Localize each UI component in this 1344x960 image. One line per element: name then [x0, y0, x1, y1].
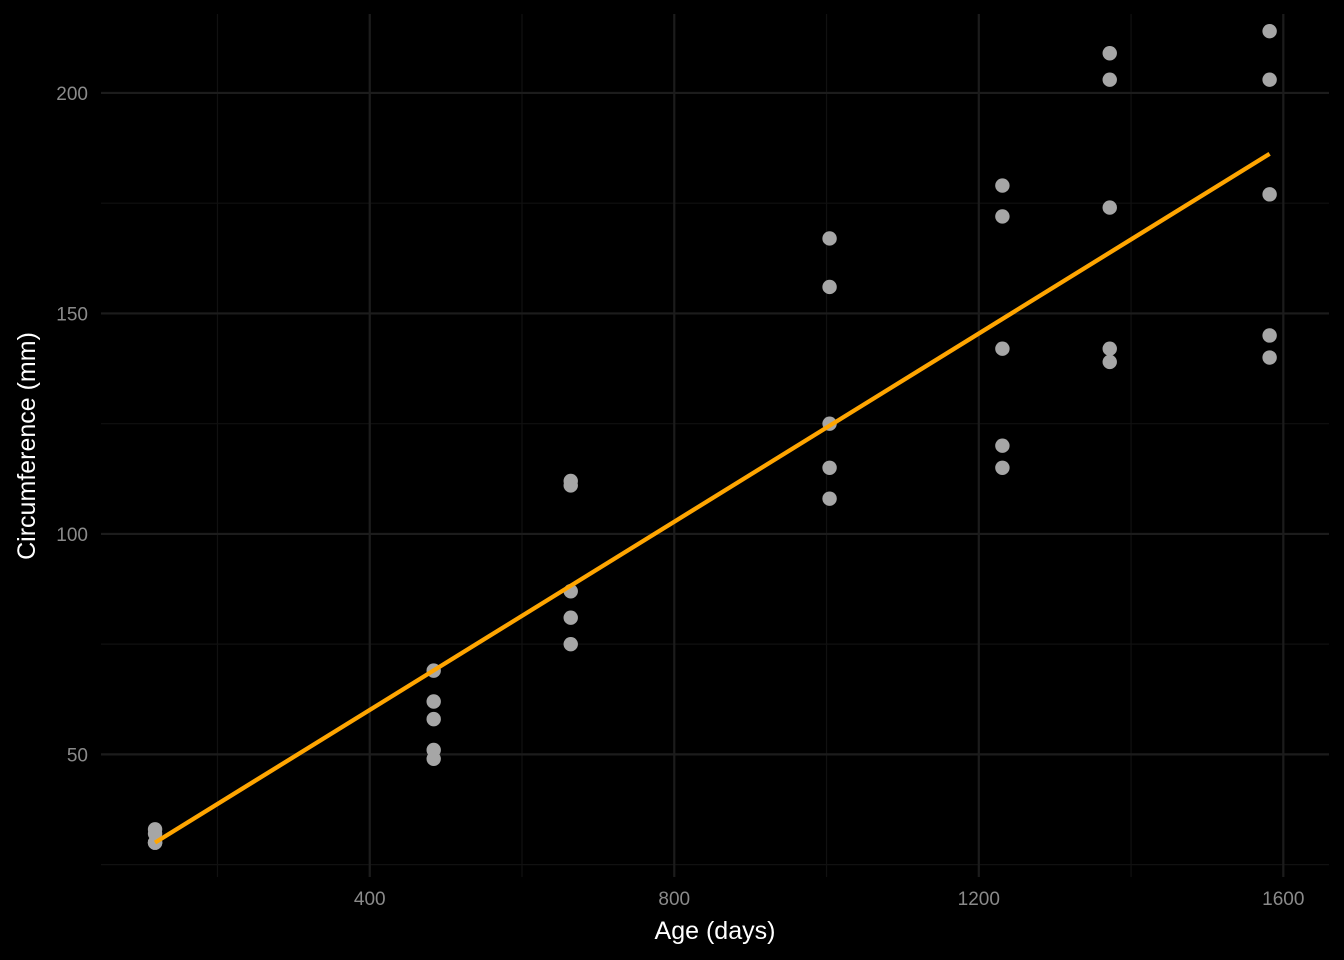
y-tick-label: 200 [56, 84, 88, 105]
data-point [1102, 341, 1117, 356]
x-tick-label: 1200 [958, 889, 1000, 910]
data-points [147, 23, 1277, 850]
data-point [995, 209, 1010, 224]
data-point [426, 711, 441, 727]
x-tick-label: 1600 [1262, 889, 1304, 910]
data-point [1102, 72, 1117, 87]
data-point [995, 341, 1010, 356]
data-point [995, 438, 1010, 453]
data-point [822, 231, 837, 246]
data-point [563, 610, 578, 625]
data-point [995, 178, 1010, 193]
data-point [995, 460, 1010, 475]
data-point [822, 460, 837, 475]
data-point [1102, 46, 1117, 61]
data-point [563, 473, 578, 489]
data-point [1262, 350, 1277, 365]
data-point [1262, 328, 1277, 343]
data-point [426, 751, 441, 767]
data-point [1262, 23, 1277, 39]
data-point [822, 491, 837, 506]
data-point [822, 279, 837, 295]
y-tick-label: 100 [56, 525, 88, 546]
major-gridlines [101, 14, 1329, 877]
y-tick-label: 50 [67, 745, 88, 766]
data-point [1102, 200, 1117, 215]
y-tick-labels: 50 100 150 200 [56, 84, 88, 766]
x-tick-labels: 400 800 1200 1600 [354, 889, 1305, 910]
data-point [563, 636, 578, 652]
x-tick-label: 800 [658, 889, 690, 910]
y-tick-label: 150 [56, 304, 88, 325]
data-point [426, 694, 441, 709]
y-axis-title: Circumference (mm) [13, 332, 41, 560]
data-point [1102, 354, 1117, 370]
x-tick-label: 400 [354, 889, 386, 910]
x-axis-title: Age (days) [655, 917, 776, 945]
fit-line-group [153, 151, 1271, 845]
minor-gridlines [101, 14, 1329, 877]
data-point [1262, 72, 1277, 87]
data-point [1262, 187, 1277, 202]
fit-line [153, 151, 1271, 845]
